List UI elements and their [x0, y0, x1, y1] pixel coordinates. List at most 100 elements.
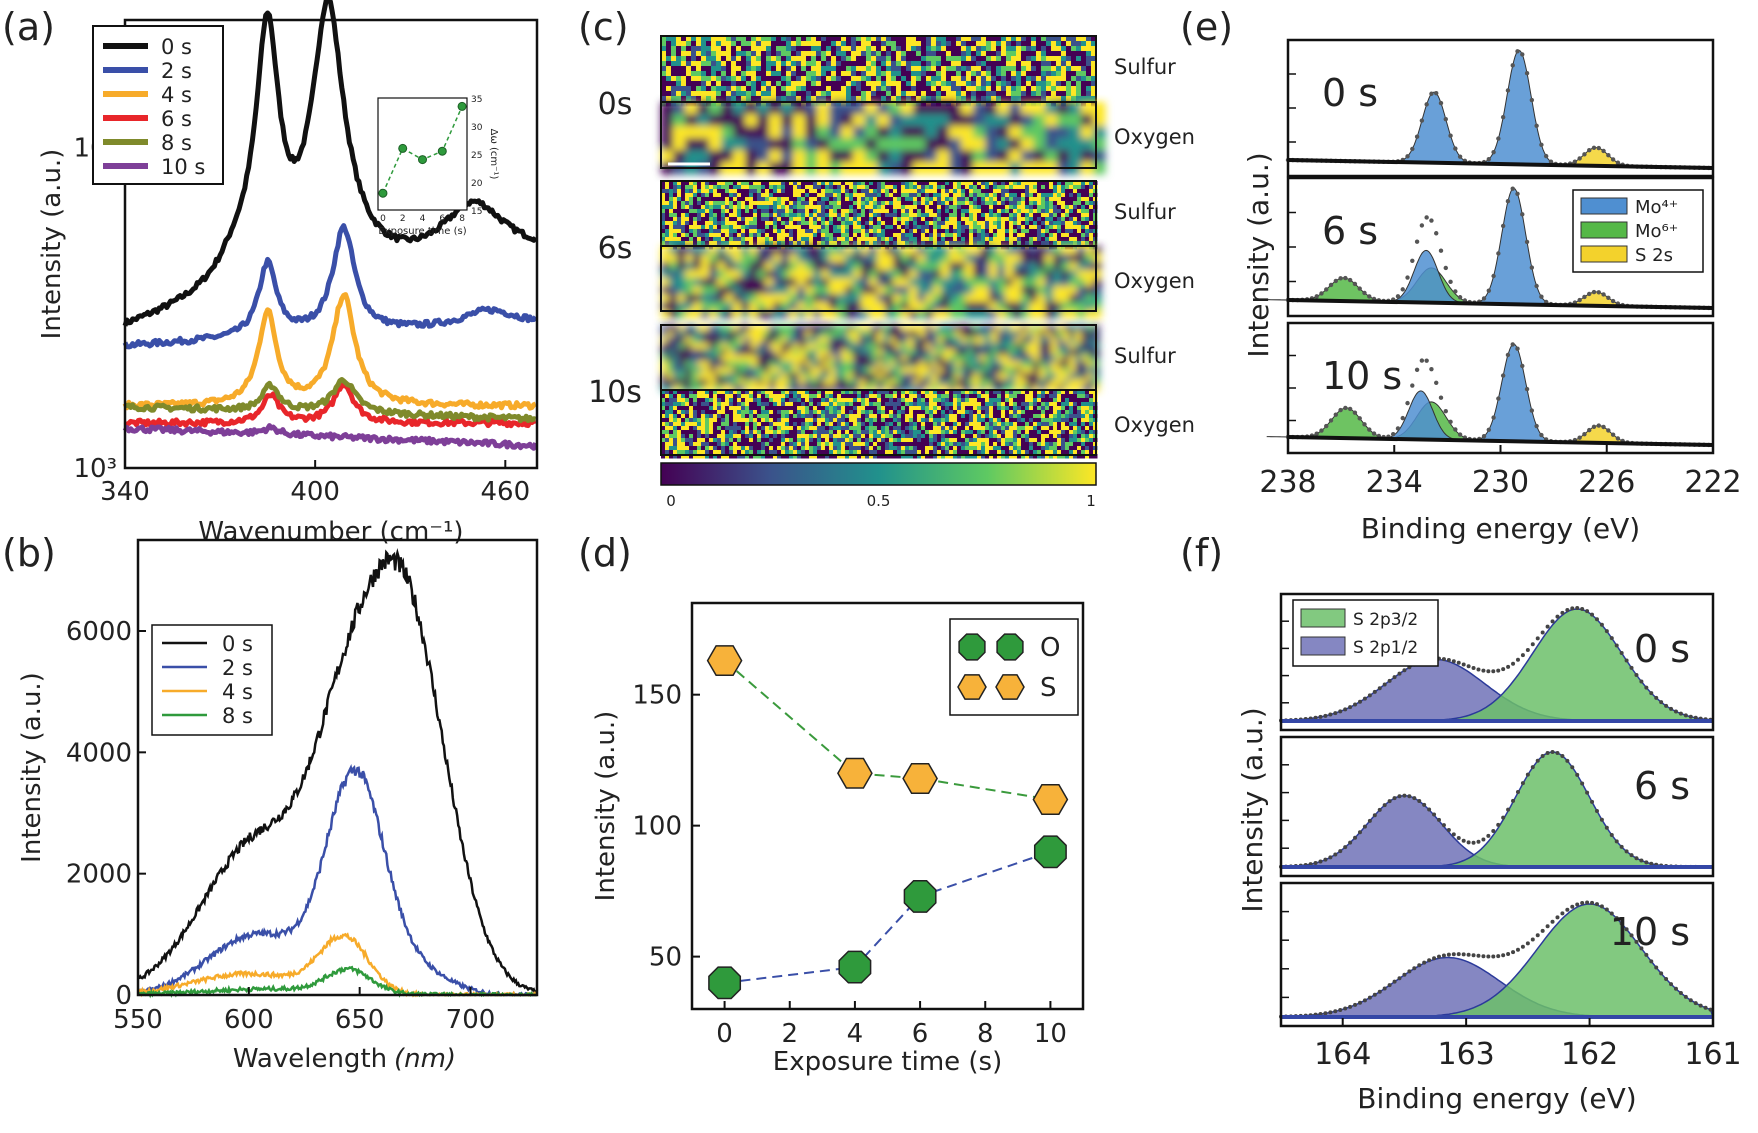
envelope-point [1392, 796, 1397, 801]
envelope-point [1397, 976, 1402, 981]
envelope-point [1328, 1010, 1333, 1015]
envelope-point [1362, 998, 1367, 1003]
envelope-point [1353, 835, 1358, 840]
envelope-point [1338, 1008, 1343, 1013]
baseline-1 [1287, 298, 1714, 310]
envelope-point [1582, 431, 1587, 437]
envelope-point [1387, 983, 1392, 988]
envelope-point [1491, 669, 1496, 674]
inset-y-tick-label: 20 [471, 179, 483, 189]
envelope-point [1639, 946, 1644, 951]
series-line-4 [124, 377, 537, 424]
envelope-point [1604, 907, 1609, 912]
envelope-point [1515, 789, 1520, 794]
y-tick-label: 150 [632, 681, 682, 711]
envelope-point [1405, 154, 1410, 159]
x-axis-label: Binding energy (eV) [1357, 1082, 1636, 1115]
colorbar-tick-label: 1 [1086, 492, 1096, 510]
envelope-point [1639, 858, 1644, 863]
series-line-2 [136, 932, 537, 998]
envelope-point [1382, 803, 1387, 808]
envelope-point [1352, 281, 1358, 287]
envelope-point [1644, 860, 1649, 865]
envelope-point [1582, 294, 1587, 300]
envelope-point [1471, 953, 1476, 958]
chart-a-raman: 34040046010³10⁴Wavenumber (cm⁻¹)Intensit… [37, 0, 539, 547]
envelope-point [1343, 845, 1348, 850]
map-6s-sulfur [660, 180, 1098, 250]
envelope-point [1432, 812, 1437, 817]
series-line-3 [123, 382, 537, 429]
map-10s-oxygen [660, 389, 1098, 459]
envelope-point [1343, 405, 1348, 411]
envelope-point [1427, 958, 1432, 963]
envelope-point [1353, 702, 1358, 707]
x-tick-label: 226 [1578, 465, 1635, 500]
envelope-point [1614, 839, 1619, 844]
channel-label-oxygen: Oxygen [1114, 269, 1195, 293]
envelope-point [1443, 408, 1448, 414]
envelope-point [1649, 861, 1654, 866]
envelope-point [1441, 823, 1446, 828]
envelope-point [1424, 102, 1429, 107]
envelope-point [1382, 682, 1387, 687]
subplot-frame-0 [1279, 592, 1715, 732]
channel-label-sulfur: Sulfur [1114, 200, 1176, 224]
envelope-point [1529, 97, 1535, 103]
envelope-point [1525, 941, 1530, 946]
envelope-point [1456, 660, 1461, 665]
envelope-point [1510, 63, 1515, 68]
envelope-point [1343, 707, 1348, 712]
envelope-point [1328, 712, 1333, 717]
x-tick-label: 164 [1314, 1037, 1371, 1072]
x-tick-label: 2 [781, 1019, 798, 1049]
map-10s-sulfur-pixels [661, 325, 1100, 392]
envelope-point [1496, 251, 1501, 256]
x-tick-label: 460 [480, 477, 530, 507]
subplot-label-2: 10 s [1610, 910, 1690, 954]
row-label: 6s [598, 231, 633, 266]
envelope-point [1434, 231, 1439, 236]
y-tick-label: 0 [115, 981, 132, 1011]
baseline-0 [1287, 158, 1714, 170]
series-line-5 [122, 423, 539, 451]
envelope-point [1575, 902, 1580, 907]
envelope-point [1693, 715, 1698, 720]
subplot-label-0: 0 s [1322, 71, 1378, 115]
marker-S-3 [1032, 783, 1069, 815]
legend-marker-O [958, 633, 986, 661]
inset-y-tick-label: 35 [471, 95, 482, 105]
inset-point-2 [418, 155, 427, 165]
envelope-point [1520, 653, 1525, 658]
legend-label-5: 10 s [161, 155, 205, 179]
subplot-frame-2 [1279, 881, 1715, 1028]
envelope-point [1520, 781, 1525, 786]
envelope-point [1438, 395, 1444, 400]
envelope-point [1496, 954, 1501, 959]
envelope-point [1417, 963, 1422, 968]
envelope-point [1580, 901, 1585, 906]
envelope-point [1392, 675, 1397, 680]
x-tick-label: 550 [113, 1005, 163, 1035]
series-line-S [723, 659, 1051, 801]
legend-marker-S [957, 674, 987, 700]
envelope-point [1530, 937, 1535, 942]
envelope-point [1438, 100, 1444, 106]
envelope-point [1377, 686, 1382, 691]
envelope-point [1520, 212, 1525, 217]
y-axis-label: Intensity (a.u.) [37, 149, 67, 340]
envelope-point [1461, 952, 1466, 957]
envelope-point [1313, 715, 1318, 720]
envelope-point [1577, 156, 1582, 161]
envelope-point [1629, 933, 1634, 938]
series-line-O [724, 850, 1051, 984]
envelope-point [1419, 118, 1425, 123]
x-tick-label: 340 [100, 477, 150, 507]
x-tick-label: 4 [847, 1019, 864, 1049]
envelope-point [1338, 407, 1343, 413]
y-tick-label: 50 [649, 943, 682, 973]
envelope-point [1570, 904, 1575, 909]
envelope-point [1560, 610, 1565, 615]
plot-frame [690, 601, 1085, 1011]
